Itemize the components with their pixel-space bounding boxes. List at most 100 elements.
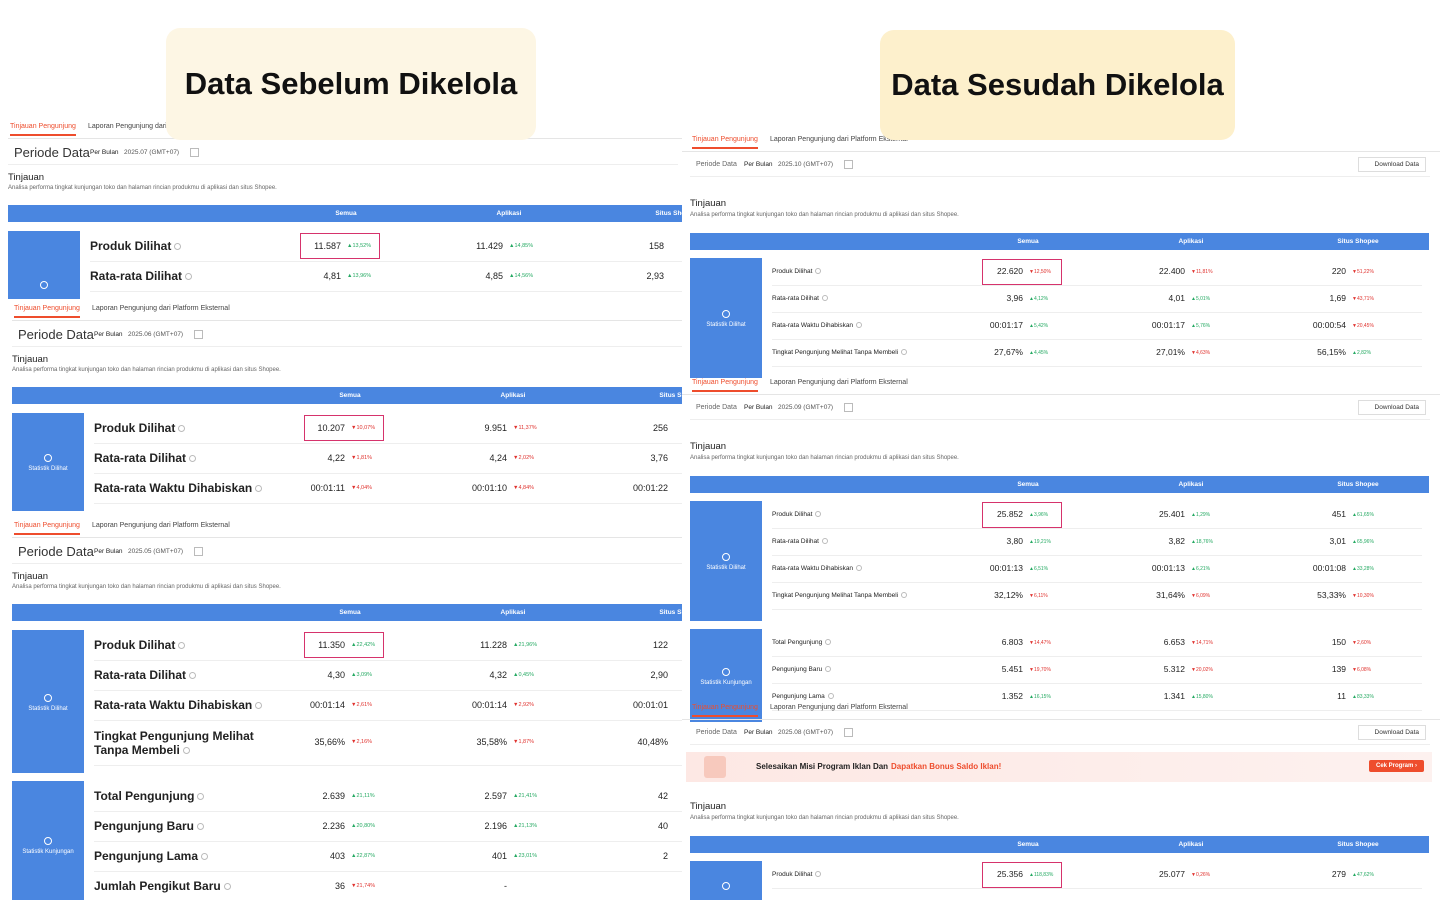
- tab-active[interactable]: Tinjauan Pengunjung: [692, 379, 758, 392]
- calendar-icon[interactable]: [844, 728, 853, 737]
- group-label: Statistik Dilihat: [28, 466, 68, 472]
- metric-value: 158: [648, 240, 664, 251]
- metric-value: 00:00:54: [1312, 320, 1346, 331]
- period-value: 2025.07 (GMT+07): [124, 149, 180, 156]
- period-row: Periode Data Per Bulan 2025.10 (GMT+07) Dow…: [690, 154, 1430, 177]
- metric-value: 3,80: [1006, 536, 1023, 547]
- metric-name: Rata-rata Waktu Dihabiskan: [772, 322, 863, 329]
- row-divider: [94, 765, 682, 766]
- metric-value: 25.401: [1159, 509, 1185, 520]
- metric-value: 00:01:13: [1151, 563, 1185, 574]
- tab[interactable]: Laporan Pengunjung dari Platform Ekstern…: [88, 123, 226, 130]
- banner-button[interactable]: Cek Program ›: [1368, 760, 1424, 772]
- banner-highlight: Dapatkan Bonus Saldo Iklan!: [891, 762, 1002, 771]
- highlight-box: [304, 415, 384, 441]
- metric-value: 403: [329, 850, 345, 861]
- metric-change: ▼43,71%: [1352, 295, 1374, 302]
- metric-change: ▲14,85%: [509, 242, 534, 249]
- download-button[interactable]: Download Data: [1357, 400, 1426, 415]
- metric-change: ▲4,45%: [1029, 349, 1049, 356]
- metric-change: ▼6,11%: [1029, 592, 1048, 599]
- row-divider: [772, 683, 1422, 684]
- banner-text: Selesaikan Misi Program Iklan Dan: [756, 762, 889, 771]
- metric-change: ▼12,50%: [1029, 268, 1051, 275]
- left-collage: Tinjauan Pengunjung Laporan Pengunjung da…: [0, 0, 682, 900]
- metric-change: ▲6,51%: [1029, 565, 1049, 572]
- period-type: Per Bulan: [744, 161, 773, 168]
- section-desc: Analisa performa tingkat kunjungan toko …: [12, 367, 281, 373]
- calendar-icon[interactable]: [194, 547, 203, 556]
- metric-change: ▼10,30%: [1352, 592, 1374, 599]
- metric-change: ▼2,61%: [351, 701, 373, 708]
- period-label: Periode Data: [14, 145, 90, 160]
- row-divider: [772, 609, 1422, 610]
- metric-name: Produk Dilihat: [772, 268, 822, 275]
- metric-value: 35,66%: [314, 737, 345, 748]
- metric-value: 56,15%: [1317, 347, 1346, 358]
- metric-value: 2,93: [646, 270, 664, 281]
- tab[interactable]: Laporan Pengunjung dari Platform Ekstern…: [92, 522, 230, 529]
- section-desc: Analisa performa tingkat kunjungan toko …: [690, 212, 959, 218]
- metric-name: Pengunjung Lama: [94, 849, 209, 863]
- left-heading: Data Sebelum Dikelola: [166, 28, 536, 140]
- group-block: Statistik Dilihat: [12, 413, 84, 511]
- calendar-icon[interactable]: [844, 403, 853, 412]
- period-row: Periode Data Per Bulan 2025.08 (GMT+07) Dow…: [690, 722, 1430, 745]
- tab-divider: [682, 151, 1440, 152]
- metric-change: ▼20,45%: [1352, 322, 1374, 329]
- metric-value: 11: [1337, 691, 1346, 702]
- metric-change: ▼2,60%: [1352, 639, 1372, 646]
- metric-value: 3,76: [650, 452, 668, 463]
- metric-change: ▲20,80%: [351, 822, 376, 829]
- metric-value: 2.196: [484, 820, 507, 831]
- metric-value: 00:01:14: [471, 699, 507, 710]
- metric-change: ▼1,87%: [513, 739, 535, 746]
- period-type: Per Bulan: [744, 729, 773, 736]
- row-divider: [772, 656, 1422, 657]
- calendar-icon[interactable]: [190, 148, 199, 157]
- column-header: Situs Shopee: [659, 392, 682, 399]
- tab-active[interactable]: Tinjauan Pengunjung: [692, 704, 758, 717]
- group-icon: [722, 882, 730, 890]
- metric-change: ▲13,96%: [347, 272, 372, 279]
- row-divider: [94, 720, 682, 721]
- highlight-box: [982, 258, 1062, 285]
- metric-value: 42: [657, 790, 668, 801]
- tab[interactable]: Laporan Pengunjung dari Platform Ekstern…: [770, 136, 908, 143]
- metric-change: ▲65,96%: [1352, 538, 1374, 545]
- row-divider: [94, 503, 682, 504]
- column-header: Aplikasi: [496, 210, 522, 217]
- tab-active[interactable]: Tinjauan Pengunjung: [692, 136, 758, 149]
- calendar-icon[interactable]: [844, 160, 853, 169]
- section-title: Tinjauan: [8, 172, 45, 183]
- metric-value: 27,67%: [994, 347, 1023, 358]
- section-title: Tinjauan: [12, 354, 49, 365]
- tab-active[interactable]: Tinjauan Pengunjung: [14, 522, 80, 535]
- metric-name: Tingkat Pengunjung Melihat Tanpa Membeli: [772, 592, 908, 599]
- download-button[interactable]: Download Data: [1357, 725, 1426, 740]
- metric-value: 25.077: [1159, 869, 1185, 880]
- tab-active[interactable]: Tinjauan Pengunjung: [14, 305, 80, 318]
- row-divider: [94, 871, 682, 872]
- metric-change: ▲13,52%: [347, 242, 372, 249]
- metric-change: ▼1,81%: [351, 454, 373, 461]
- download-button[interactable]: Download Data: [1357, 157, 1426, 172]
- metric-value: 4,85: [485, 270, 503, 281]
- metric-change: ▲21,13%: [513, 822, 538, 829]
- report-panel: Tinjauan Pengunjung Laporan Pengunjung da…: [12, 517, 682, 900]
- tab[interactable]: Laporan Pengunjung dari Platform Ekstern…: [770, 379, 908, 386]
- tab-active[interactable]: Tinjauan Pengunjung: [10, 123, 76, 136]
- tab[interactable]: Laporan Pengunjung dari Platform Ekstern…: [92, 305, 230, 312]
- row-divider: [772, 555, 1422, 556]
- period-label: Periode Data: [18, 327, 94, 342]
- column-header: Semua: [339, 392, 361, 399]
- metric-value: 10.207: [317, 422, 345, 433]
- highlight-box: [304, 632, 384, 658]
- tab[interactable]: Laporan Pengunjung dari Platform Ekstern…: [770, 704, 908, 711]
- group-icon: [722, 553, 730, 561]
- calendar-icon[interactable]: [194, 330, 203, 339]
- metric-value: 1,69: [1329, 293, 1346, 304]
- period-value: 2025.10 (GMT+07): [778, 161, 834, 168]
- metric-value: 00:01:01: [632, 699, 668, 710]
